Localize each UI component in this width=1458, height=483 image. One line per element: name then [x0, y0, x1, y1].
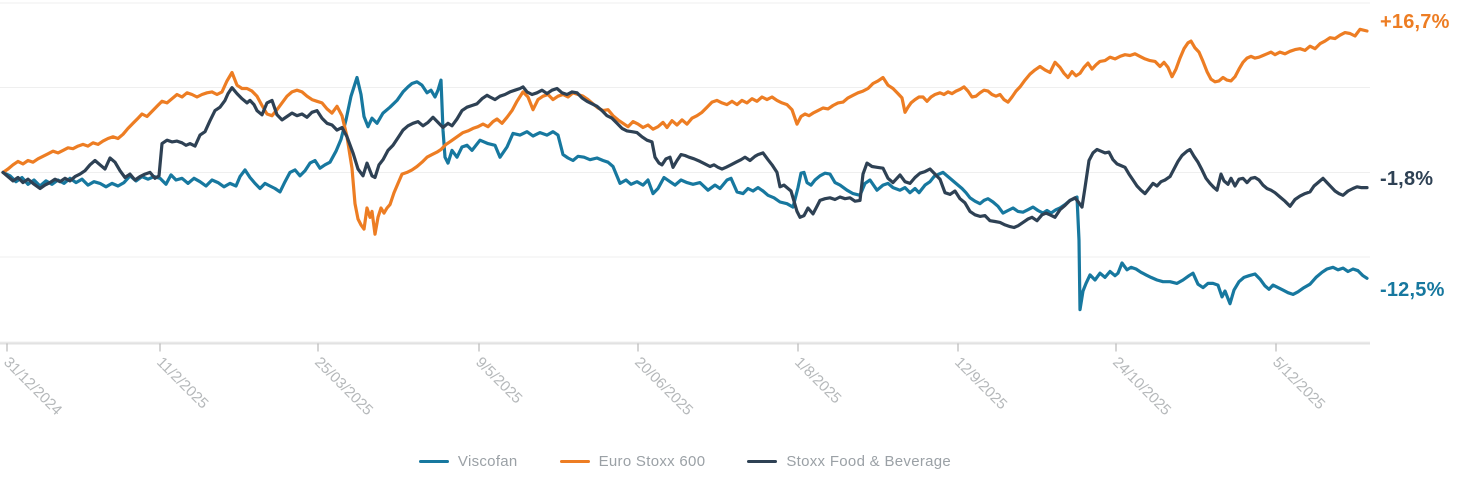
legend-label-euro-stoxx-600: Euro Stoxx 600 [598, 453, 706, 470]
series-line-stoxx-food-beverage[interactable] [1, 85, 1369, 230]
viscofan-line-swatch-icon [418, 460, 449, 463]
x-axis-label: 12/9/2025 [951, 354, 1010, 413]
x-axis-label: 31/12/2024 [0, 354, 65, 419]
x-axis-label: 20/06/2025 [631, 354, 696, 419]
chart-legend: Viscofan Euro Stoxx 600 Stoxx Food & Bev… [0, 453, 1370, 470]
x-axis-label: 9/5/2025 [472, 354, 525, 407]
stoxx-food-beverage-line-swatch-icon [747, 460, 778, 463]
x-axis-label: 11/2/2025 [153, 354, 211, 412]
x-axis-label: 24/10/2025 [1109, 354, 1174, 419]
legend-item-viscofan[interactable]: Viscofan [418, 453, 518, 470]
euro-stoxx-600-line-swatch-icon [559, 460, 590, 463]
end-label-euro-stoxx-600: +16,7% [1380, 11, 1450, 33]
legend-label-stoxx-food-beverage: Stoxx Food & Beverage [786, 453, 952, 470]
end-label-viscofan: -12,5% [1380, 279, 1445, 301]
legend-item-stoxx-food-beverage[interactable]: Stoxx Food & Beverage [747, 453, 951, 470]
series-line-viscofan[interactable] [1, 75, 1369, 312]
legend-label-viscofan: Viscofan [457, 453, 518, 470]
end-label-stoxx-food-beverage: -1,8% [1380, 168, 1434, 190]
x-axis-label: 5/12/2025 [1269, 354, 1328, 413]
series-line-euro-stoxx-600[interactable] [1, 27, 1369, 236]
x-axis-label: 1/8/2025 [791, 354, 844, 407]
legend-item-euro-stoxx-600[interactable]: Euro Stoxx 600 [559, 453, 706, 470]
x-axis-label: 25/03/2025 [311, 354, 376, 419]
